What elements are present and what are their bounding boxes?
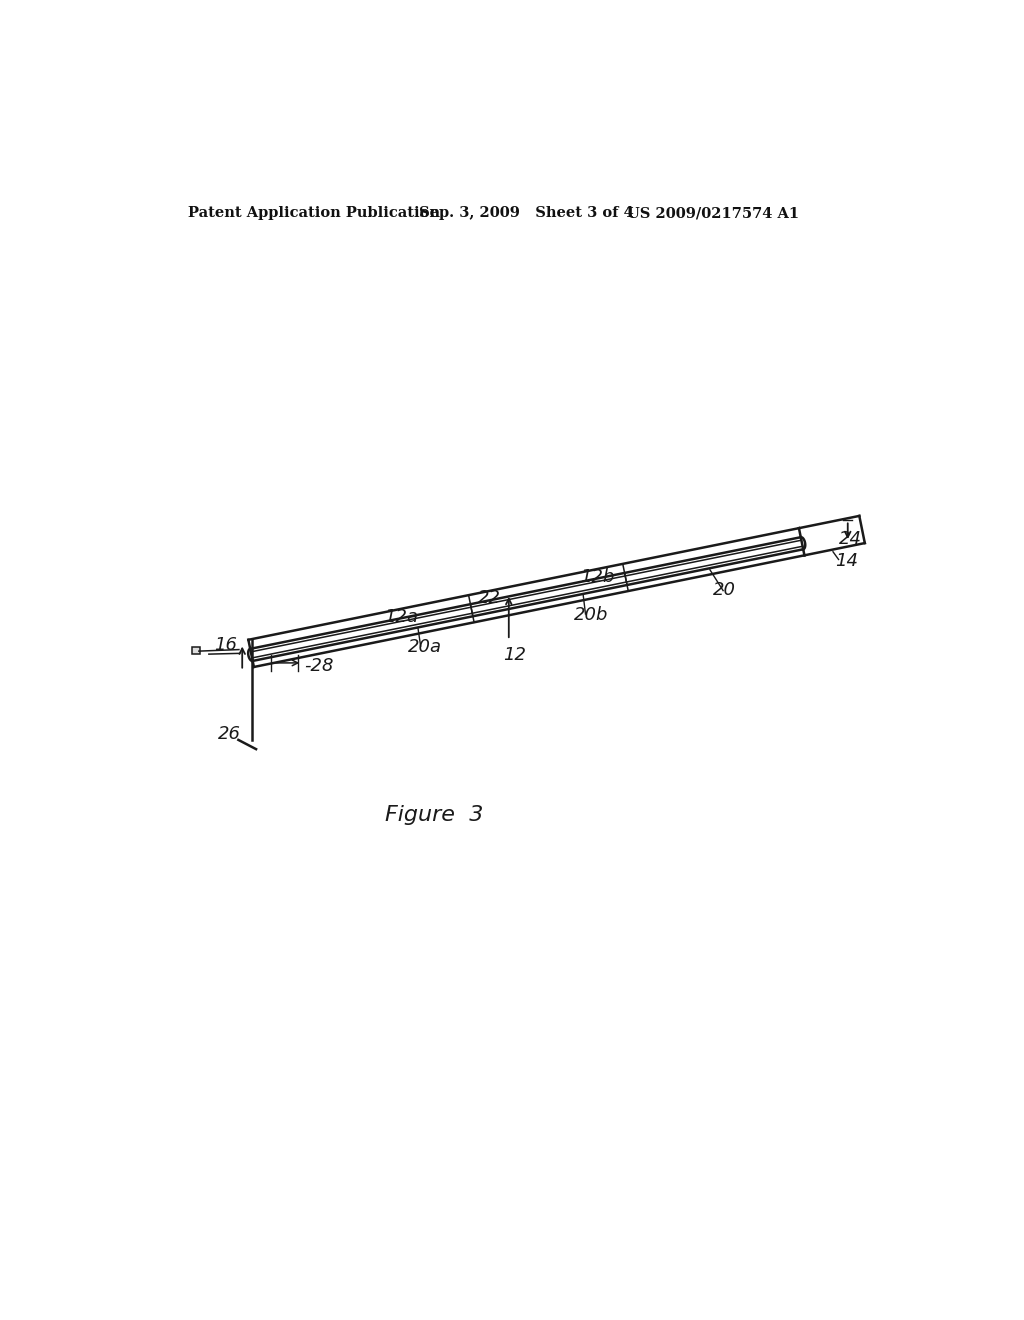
Text: 12a: 12a [384, 609, 419, 626]
Text: 12: 12 [503, 647, 525, 664]
Text: US 2009/0217574 A1: US 2009/0217574 A1 [628, 206, 800, 220]
Text: 24: 24 [839, 531, 862, 548]
Text: 20a: 20a [408, 639, 441, 656]
Text: Patent Application Publication: Patent Application Publication [188, 206, 440, 220]
Text: 16: 16 [214, 636, 237, 653]
Bar [191, 647, 201, 655]
Text: -28: -28 [304, 657, 334, 675]
Text: 26: 26 [217, 725, 241, 743]
Text: 12b: 12b [581, 568, 614, 586]
Text: 14: 14 [835, 552, 858, 570]
Text: Figure  3: Figure 3 [385, 805, 483, 825]
Text: 20b: 20b [573, 606, 608, 623]
Text: Sep. 3, 2009   Sheet 3 of 4: Sep. 3, 2009 Sheet 3 of 4 [419, 206, 634, 220]
Text: 22: 22 [478, 589, 501, 607]
Text: 20: 20 [713, 581, 736, 599]
